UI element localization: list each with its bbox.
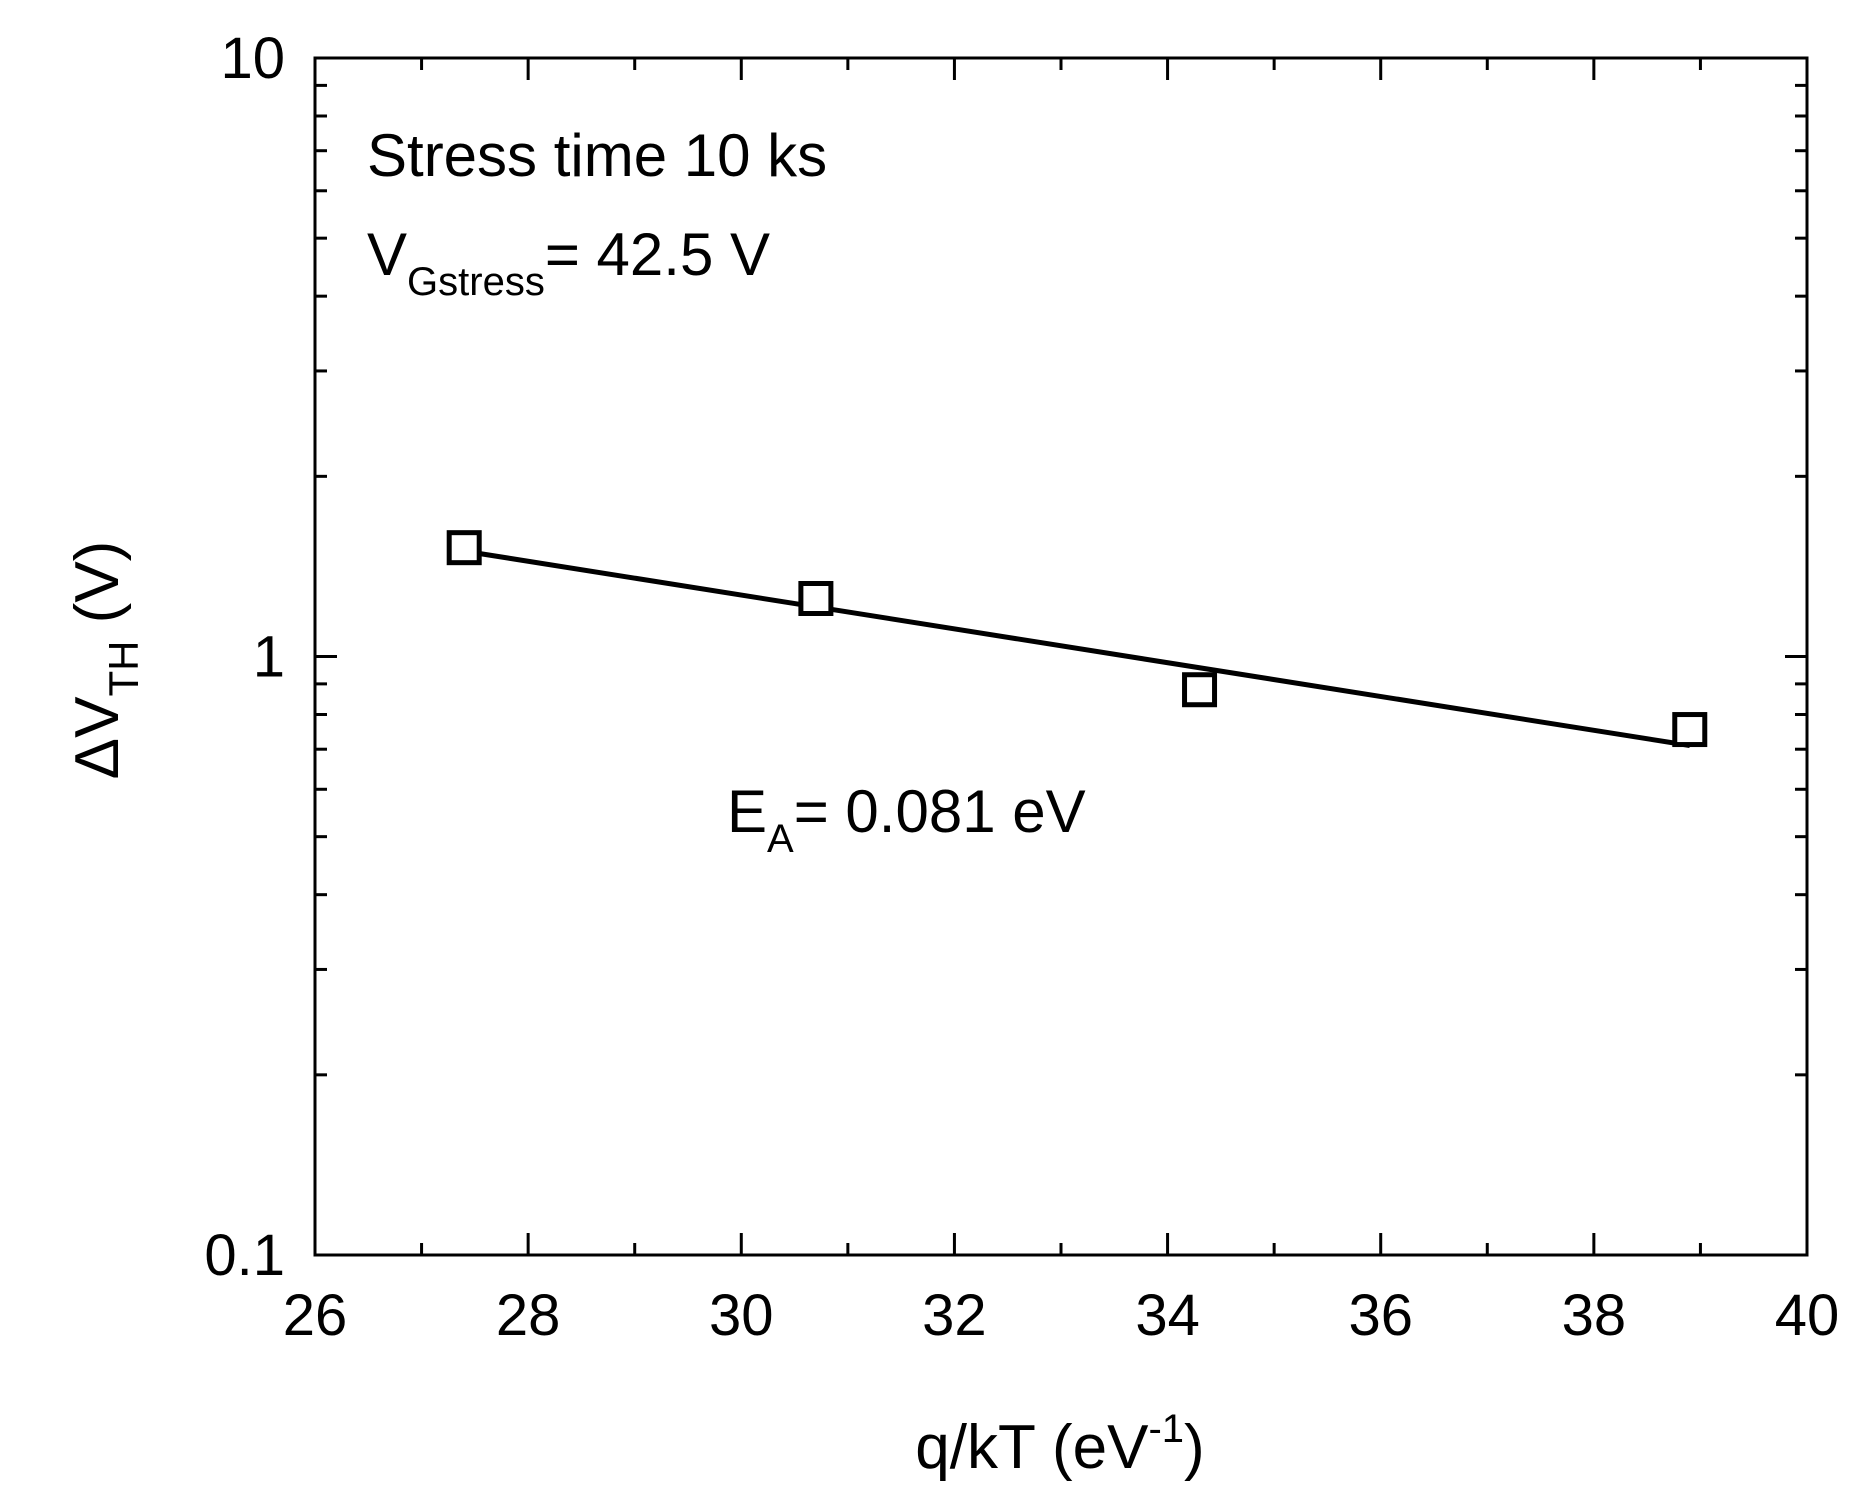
y-axis-title-sub: TH: [100, 641, 147, 697]
y-axis-title-delta: Δ: [63, 738, 132, 779]
data-point: [1672, 712, 1708, 748]
y-axis-title-end: (V): [63, 541, 132, 641]
x-tick-label: 34: [1135, 1283, 1200, 1348]
y-tick-label: 10: [220, 26, 285, 91]
vgstress-value: = 42.5 V: [545, 221, 770, 288]
ea-sub: A: [767, 817, 794, 861]
x-tick-label: 40: [1775, 1283, 1840, 1348]
x-axis-title-end: ): [1184, 1413, 1205, 1482]
y-tick-label: 1: [253, 625, 285, 690]
y-tick-label: 0.1: [204, 1223, 285, 1288]
x-tick-label: 26: [283, 1283, 348, 1348]
x-axis-title: q/kT (eV-1): [915, 1407, 1204, 1482]
x-axis-title-main: q/kT (eV: [915, 1413, 1149, 1482]
vgstress-v: V: [367, 221, 407, 288]
ea-e: E: [727, 778, 767, 845]
annotation-activation-energy: EA= 0.081 eV: [727, 778, 1086, 861]
data-point: [798, 580, 834, 616]
x-tick-label: 38: [1562, 1283, 1627, 1348]
x-tick-label: 32: [922, 1283, 987, 1348]
data-point: [446, 530, 482, 566]
x-tick-label: 36: [1348, 1283, 1413, 1348]
axis-ticks: [313, 56, 1809, 1257]
vgstress-sub: Gstress: [407, 260, 545, 304]
x-axis-title-sup: -1: [1148, 1407, 1184, 1451]
annotation-stress-time: Stress time 10 ks: [367, 122, 827, 189]
series-layer: [446, 530, 1708, 748]
fit-line: [463, 548, 1691, 748]
annotation-vgstress: VGstress= 42.5 V: [367, 221, 770, 304]
x-tick-label: 30: [709, 1283, 774, 1348]
data-point: [1182, 672, 1218, 708]
y-axis-title-v: V: [63, 696, 132, 738]
ea-value: = 0.081 eV: [794, 778, 1086, 845]
plot-frame: [313, 56, 1809, 1257]
x-tick-label: 28: [496, 1283, 561, 1348]
axis-tick-labels: 26 28 30 32 34 36 38 40 0.1 1 10: [204, 26, 1839, 1348]
y-axis-title: ΔVTH (V): [63, 541, 147, 780]
